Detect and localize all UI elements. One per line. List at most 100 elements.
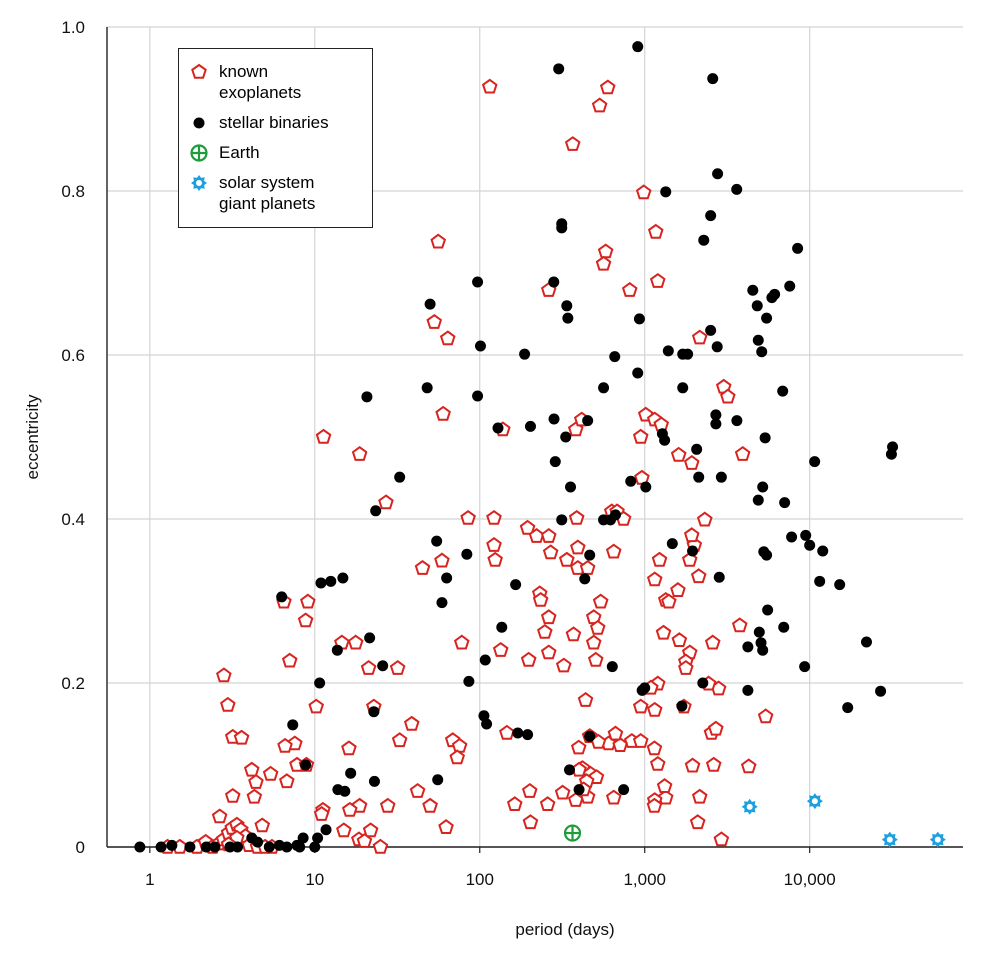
exoplanet-point bbox=[621, 281, 638, 297]
binary-point bbox=[556, 514, 568, 526]
binary-point bbox=[761, 312, 773, 324]
binary-point bbox=[273, 839, 285, 851]
exoplanet-point bbox=[362, 822, 379, 838]
binary-point bbox=[659, 434, 671, 446]
binary-point bbox=[842, 702, 854, 714]
binary-point bbox=[711, 341, 723, 353]
exoplanet-point bbox=[540, 609, 557, 625]
exoplanet-point bbox=[220, 696, 236, 712]
exoplanet-point bbox=[486, 536, 502, 552]
binary-point bbox=[166, 839, 178, 851]
exoplanet-point bbox=[595, 255, 612, 271]
exoplanet-point bbox=[661, 593, 677, 609]
earth-cross bbox=[191, 145, 207, 161]
giant-planet-point bbox=[929, 831, 946, 848]
binary-point bbox=[786, 531, 798, 543]
binary-point bbox=[565, 481, 577, 493]
exoplanet-point bbox=[540, 644, 557, 660]
exoplanet-point bbox=[651, 551, 668, 567]
exoplanet-point bbox=[683, 527, 700, 543]
exoplanet-point bbox=[564, 136, 581, 151]
exoplanet-point bbox=[403, 715, 420, 731]
binary-point bbox=[715, 471, 727, 483]
exoplanet-point bbox=[612, 737, 628, 752]
y-tick-label: 0.6 bbox=[61, 346, 85, 365]
legend-swatch bbox=[193, 117, 205, 129]
binary-point bbox=[584, 549, 596, 561]
binary-point bbox=[564, 764, 576, 776]
exoplanet-point bbox=[605, 789, 622, 805]
exoplanet-point bbox=[649, 272, 666, 288]
exoplanet-point bbox=[570, 539, 586, 555]
binary-point bbox=[618, 784, 630, 796]
binary-point bbox=[604, 514, 616, 526]
exoplanet-point bbox=[191, 63, 207, 79]
binary-point bbox=[579, 573, 591, 585]
exoplanet-point bbox=[522, 814, 539, 830]
legend-entry: known exoplanets bbox=[189, 61, 362, 103]
exoplanet-point bbox=[632, 732, 649, 748]
legend-entry: solar system giant planets bbox=[189, 172, 362, 214]
exoplanet-point bbox=[740, 758, 757, 774]
binary-point bbox=[370, 505, 382, 517]
exoplanet-point bbox=[453, 634, 470, 650]
earth-cross bbox=[565, 825, 581, 841]
exoplanet-point bbox=[599, 79, 616, 95]
exoplanet-point bbox=[460, 509, 476, 525]
exoplanet-point bbox=[691, 788, 708, 804]
binary-point bbox=[431, 535, 443, 547]
binary-point bbox=[731, 415, 743, 427]
binary-point bbox=[463, 675, 475, 687]
binary-point bbox=[548, 276, 560, 288]
exoplanet-point bbox=[391, 732, 408, 748]
binary-point bbox=[361, 391, 373, 403]
binary-point bbox=[368, 706, 380, 718]
exoplanet-point bbox=[597, 243, 614, 259]
binary-point bbox=[697, 677, 709, 689]
legend: known exoplanets stellar binaries Earth sol… bbox=[178, 48, 373, 228]
series bbox=[134, 41, 899, 853]
binary-point bbox=[777, 385, 789, 397]
y-tick-label: 1.0 bbox=[61, 18, 85, 37]
giant-hole bbox=[934, 836, 941, 843]
exoplanet-point bbox=[589, 619, 606, 635]
exoplanet-point bbox=[499, 724, 515, 740]
exoplanet-point bbox=[720, 388, 736, 404]
binary-point bbox=[496, 621, 508, 633]
exoplanet-point bbox=[430, 233, 447, 249]
binary-point bbox=[712, 168, 724, 180]
binary-point bbox=[309, 841, 321, 853]
exoplanet-point bbox=[519, 519, 536, 535]
exoplanet-point bbox=[689, 814, 706, 830]
exoplanet-point bbox=[734, 445, 751, 461]
binary-point bbox=[707, 73, 719, 85]
exoplanet-point bbox=[248, 773, 264, 789]
binary-point bbox=[766, 292, 778, 304]
binary-point bbox=[325, 575, 337, 587]
binary-point bbox=[472, 390, 484, 402]
exoplanet-point bbox=[449, 749, 466, 765]
binary-point bbox=[345, 767, 357, 779]
binary-point bbox=[804, 539, 816, 551]
exoplanet-point bbox=[409, 782, 426, 798]
exoplanet-point bbox=[351, 445, 368, 461]
binary-point bbox=[625, 475, 637, 487]
legend-swatch bbox=[191, 63, 207, 79]
exoplanet-point bbox=[657, 789, 674, 805]
exoplanet-point bbox=[426, 313, 443, 329]
x-axis-label: period (days) bbox=[515, 920, 614, 939]
exoplanet-point bbox=[224, 787, 241, 803]
binary-point bbox=[582, 415, 594, 427]
exoplanet-point bbox=[313, 805, 330, 821]
exoplanet-point bbox=[646, 701, 663, 717]
binary-point bbox=[224, 841, 236, 853]
giant-hole bbox=[811, 798, 818, 805]
exoplanet-point bbox=[300, 593, 316, 609]
exoplanet-point bbox=[632, 428, 649, 444]
legend-entry: Earth bbox=[189, 142, 362, 163]
exoplanet-point bbox=[372, 838, 389, 854]
binary-point bbox=[742, 641, 754, 653]
exoplanet-point bbox=[540, 527, 557, 543]
binary-point bbox=[662, 345, 674, 357]
